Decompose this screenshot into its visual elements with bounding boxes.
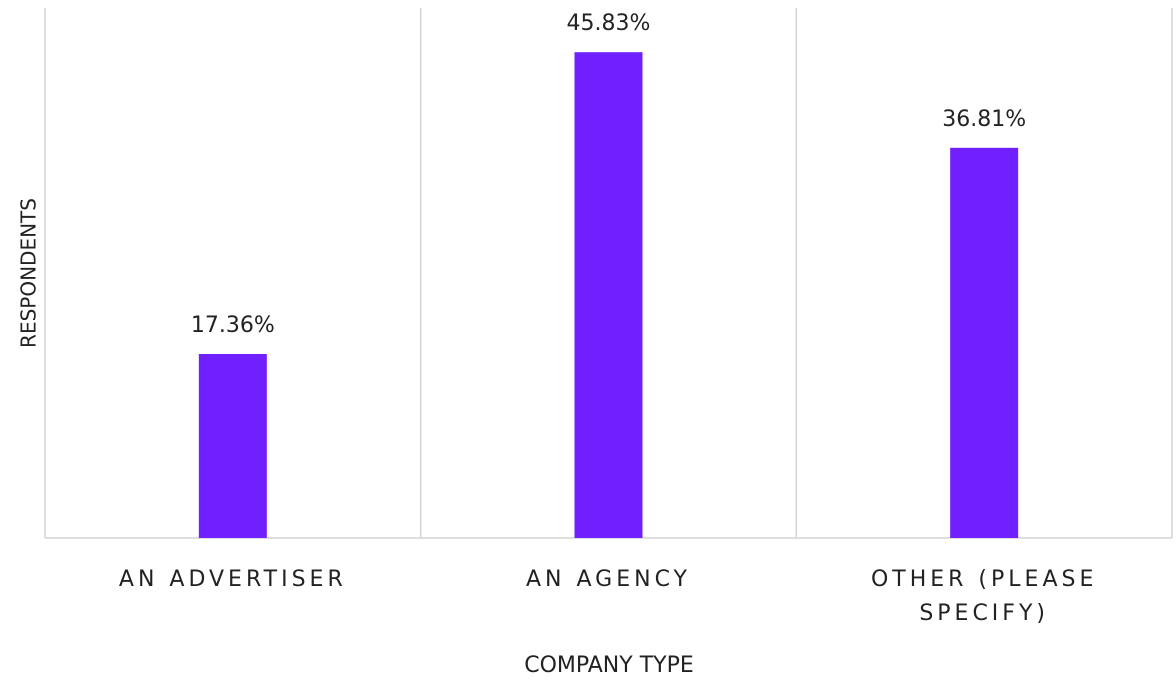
x-tick-label: AN ADVERTISER	[118, 567, 347, 592]
data-label: 17.36%	[191, 313, 275, 338]
bar	[198, 353, 267, 538]
x-tick-label: AN AGENCY	[526, 567, 691, 592]
y-axis-label: RESPONDENTS	[17, 198, 41, 348]
data-label: 36.81%	[942, 107, 1026, 132]
data-label: 45.83%	[567, 11, 651, 36]
x-axis-label: COMPANY TYPE	[524, 653, 694, 678]
x-tick-label: OTHER (PLEASE SPECIFY)	[870, 567, 1098, 626]
bar	[950, 147, 1019, 538]
bar	[574, 52, 643, 539]
